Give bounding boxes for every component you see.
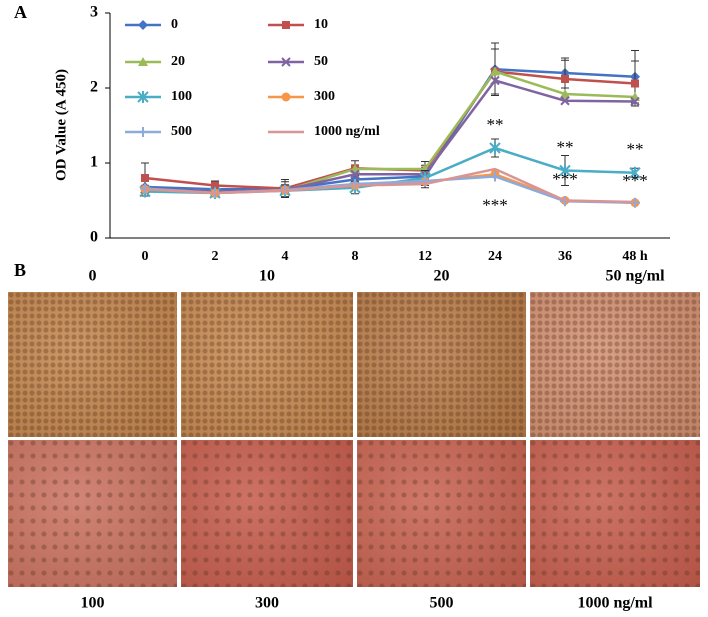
image-label: 20 <box>434 268 450 285</box>
panel-label: A <box>14 2 27 22</box>
marker <box>489 142 501 154</box>
legend-label: 100 <box>171 89 192 104</box>
legend-marker <box>282 21 290 29</box>
legend-label: 300 <box>314 89 335 104</box>
marker <box>350 179 360 189</box>
image-label: 10 <box>259 268 275 285</box>
annotation: ** <box>487 115 504 134</box>
micrograph <box>357 440 526 587</box>
micrograph <box>8 292 177 437</box>
x-tick-label: 36 <box>558 249 572 264</box>
legend-marker <box>281 92 291 102</box>
marker <box>490 66 500 76</box>
micrograph <box>530 440 700 587</box>
marker <box>629 166 641 179</box>
x-tick-label: 2 <box>212 249 219 264</box>
x-tick-label: 0 <box>142 249 149 264</box>
marker <box>141 174 149 182</box>
marker <box>631 79 639 88</box>
image-label: 50 ng/ml <box>605 268 665 285</box>
marker <box>561 75 569 83</box>
micrograph <box>357 292 526 437</box>
legend-marker <box>281 57 291 67</box>
micrograph <box>8 440 177 587</box>
micrograph <box>181 440 353 587</box>
annotation: *** <box>622 171 648 190</box>
legend-label: 0 <box>171 17 178 32</box>
y-tick-label: 0 <box>90 229 98 246</box>
legend-label: 10 <box>314 17 328 32</box>
series-line <box>144 167 636 204</box>
legend-label: 1000 ng/ml <box>314 124 380 139</box>
y-tick-label: 2 <box>90 79 98 96</box>
marker <box>560 96 570 106</box>
image-label: 300 <box>255 595 279 612</box>
marker <box>350 169 360 179</box>
marker <box>490 171 500 182</box>
marker <box>559 164 571 177</box>
legend-label: 500 <box>171 124 192 139</box>
x-tick-label: 4 <box>282 249 289 264</box>
micrograph <box>530 292 700 437</box>
micrograph <box>181 292 353 437</box>
annotation: *** <box>482 195 508 214</box>
y-tick-label: 3 <box>90 4 98 21</box>
legend-label: 50 <box>314 54 328 69</box>
y-tick-label: 1 <box>90 154 98 171</box>
image-label: 500 <box>430 595 454 612</box>
y-axis-label: OD Value (A 450) <box>53 69 69 181</box>
annotation: ** <box>627 140 644 159</box>
panel-label: B <box>14 260 26 280</box>
x-tick-label: 48 h <box>622 249 648 264</box>
x-tick-label: 24 <box>488 249 502 264</box>
marker <box>490 75 500 86</box>
marker <box>560 89 570 98</box>
image-label: 100 <box>81 595 105 612</box>
legend-marker <box>138 57 148 66</box>
x-tick-label: 8 <box>352 249 359 264</box>
annotation: ** <box>557 137 574 156</box>
legend-marker <box>137 91 149 103</box>
legend-marker <box>138 127 148 137</box>
legend-label: 20 <box>171 54 185 69</box>
marker <box>211 181 219 190</box>
image-label: 1000 ng/ml <box>577 595 653 612</box>
legend-marker <box>138 20 148 30</box>
series-line <box>144 67 636 191</box>
marker <box>630 96 640 107</box>
annotation: *** <box>552 169 578 188</box>
x-tick-label: 12 <box>418 249 432 264</box>
image-label: 0 <box>89 268 97 285</box>
